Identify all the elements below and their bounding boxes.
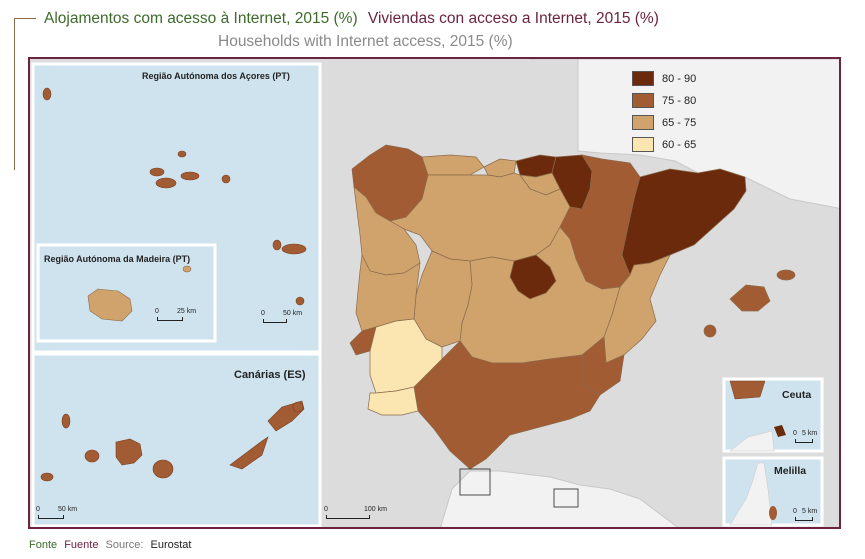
- title-spanish: Viviendas con acceso a Internet, 2015 (%…: [367, 10, 659, 27]
- source-label-pt: Fonte: [29, 539, 58, 551]
- source-label-en: Source:: [105, 539, 144, 551]
- madeira-label: Região Autónoma da Madeira (PT): [44, 254, 191, 264]
- canarias-inset-bg: [31, 352, 322, 527]
- scale-zero: 0: [261, 310, 265, 317]
- scale-end: 5 km: [802, 508, 818, 515]
- source-label-es: Fuente: [64, 539, 99, 551]
- melilla-label: Melilla: [774, 465, 807, 477]
- melilla-marker: [553, 488, 579, 508]
- scale-end: 25 km: [177, 308, 197, 315]
- source-line: Fonte Fuente Source: Eurostat: [29, 539, 191, 551]
- melilla-territory: [769, 506, 777, 520]
- legend-label-65-75: 65 - 75: [662, 116, 697, 129]
- legend-swatch-75-80: [632, 93, 654, 108]
- scale-bar: [38, 515, 64, 519]
- legend-item: 80 - 90: [632, 71, 712, 86]
- scale-zero: 0: [155, 308, 159, 315]
- ceuta-label: Ceuta: [782, 389, 812, 401]
- source-value: Eurostat: [150, 539, 192, 551]
- canarias-label: Canárias (ES): [234, 369, 306, 381]
- title-english: Households with Internet access, 2015 (%…: [218, 33, 513, 50]
- azores-islands: [42, 87, 307, 306]
- madeira-islands: [87, 265, 192, 322]
- legend: 80 - 90 75 - 80 65 - 75 60 - 65: [632, 71, 712, 159]
- legend-swatch-80-90: [632, 71, 654, 86]
- scale-bar: [157, 317, 183, 321]
- legend-swatch-60-65: [632, 137, 654, 152]
- scale-zero: 0: [793, 508, 797, 515]
- legend-label-60-65: 60 - 65: [662, 138, 697, 151]
- ceuta-coast: [729, 430, 775, 452]
- legend-label-80-90: 80 - 90: [662, 72, 697, 85]
- legend-item: 65 - 75: [632, 115, 712, 130]
- title-row: Alojamentos com acesso à Internet, 2015 …: [44, 10, 659, 28]
- legend-item: 75 - 80: [632, 93, 712, 108]
- iberia-regions: [349, 144, 796, 470]
- ceuta-land: [729, 380, 766, 400]
- scale-bar: [326, 515, 370, 519]
- madeira-inset-bg: [36, 243, 217, 343]
- scale-bar: [795, 517, 813, 521]
- scale-zero: 0: [793, 430, 797, 437]
- legend-item: 60 - 65: [632, 137, 712, 152]
- scale-zero: 0: [324, 506, 328, 513]
- scale-end: 50 km: [283, 310, 303, 317]
- azores-label: Região Autónoma dos Açores (PT): [142, 71, 290, 81]
- scale-zero: 0: [36, 506, 40, 513]
- legend-swatch-65-75: [632, 115, 654, 130]
- canarias-islands: [40, 400, 305, 482]
- ceuta-marker: [459, 468, 491, 496]
- title-portuguese: Alojamentos com acesso à Internet, 2015 …: [44, 10, 358, 27]
- scale-bar: [795, 439, 813, 443]
- map-svg: [31, 59, 839, 527]
- scale-end: 5 km: [802, 430, 818, 437]
- scale-end: 100 km: [364, 506, 387, 513]
- scale-end: 50 km: [58, 506, 78, 513]
- ceuta-territory: [774, 425, 786, 437]
- legend-label-75-80: 75 - 80: [662, 94, 697, 107]
- title-bracket: [14, 18, 36, 170]
- map-frame: Região Autónoma dos Açores (PT) Região A…: [28, 57, 841, 529]
- morocco-land: [440, 470, 679, 527]
- scale-bar: [263, 319, 287, 323]
